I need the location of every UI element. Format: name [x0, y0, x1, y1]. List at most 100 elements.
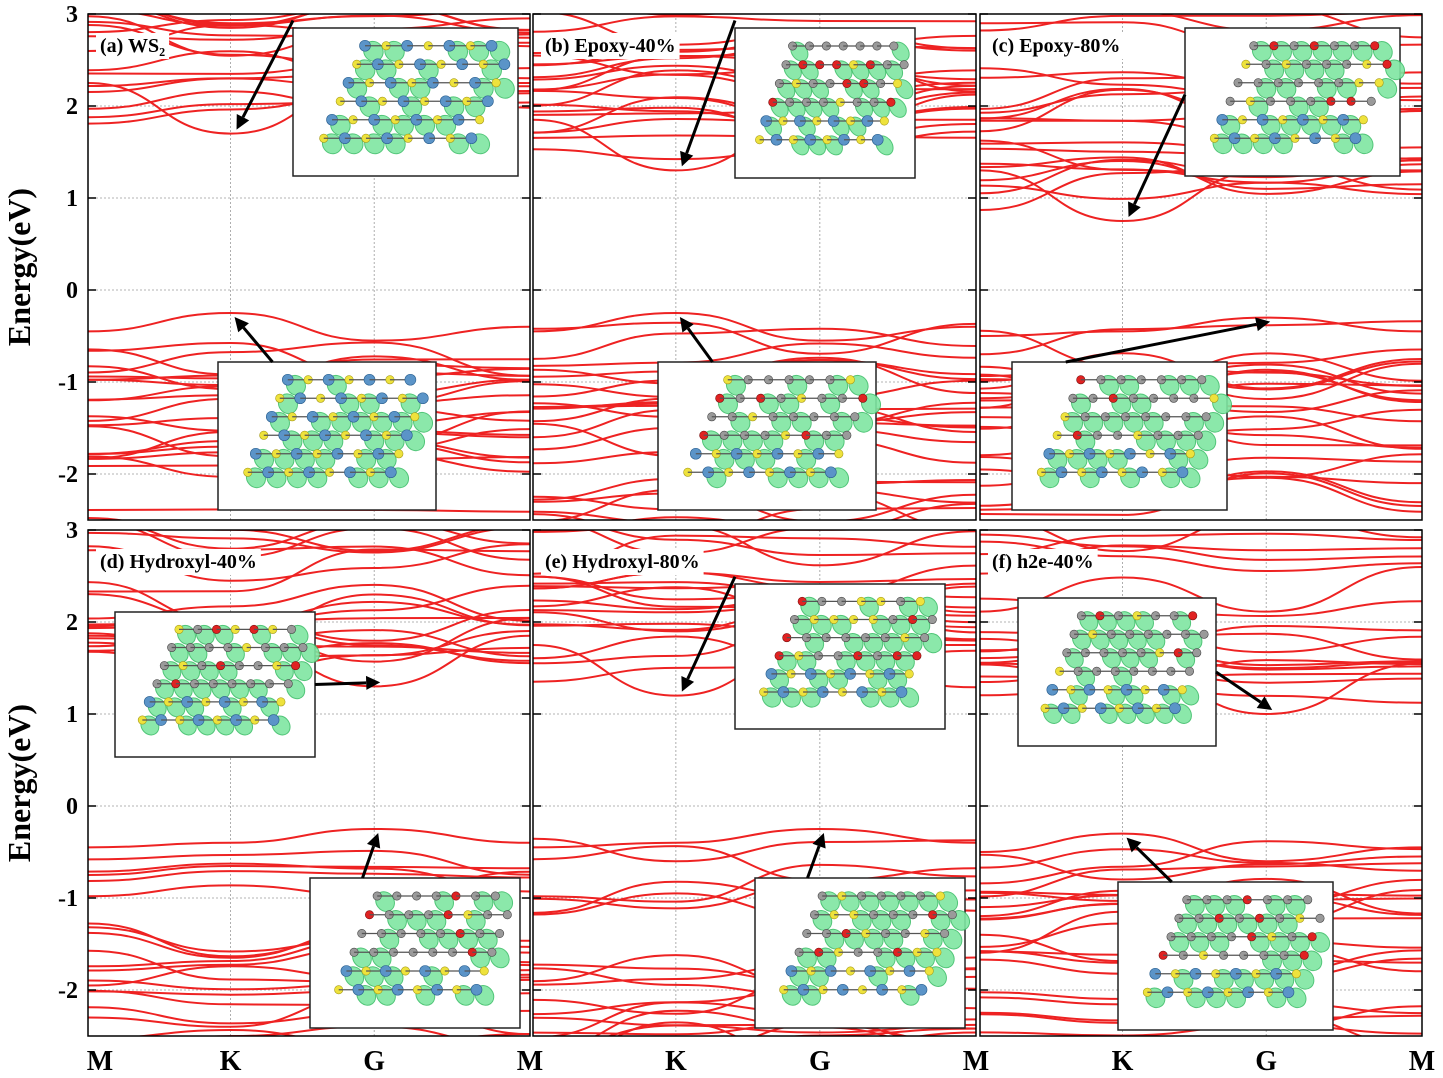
y-tick-label: 2	[66, 94, 78, 120]
atom-c	[927, 615, 937, 625]
band-line	[980, 320, 1422, 356]
atom-s	[879, 116, 889, 126]
band-line	[533, 863, 976, 903]
inset-cbm	[292, 27, 519, 177]
y-tick-label: 0	[66, 278, 78, 304]
band-line	[88, 14, 530, 34]
atom-o	[1299, 950, 1309, 960]
band-line	[980, 0, 1422, 9]
panel-label: (e) Hydroxyl-80%	[541, 549, 704, 575]
band-line	[533, 1021, 901, 1036]
y-tick-label: -2	[58, 978, 78, 1004]
arrow-shaft	[686, 327, 714, 363]
atom-s	[410, 412, 420, 422]
atom-s	[1177, 685, 1187, 695]
arrow-vbm	[806, 833, 826, 879]
band-line	[980, 540, 1422, 573]
band-line	[980, 832, 1422, 863]
band-line	[533, 1016, 909, 1036]
atom-o	[1382, 59, 1392, 69]
arrow-shaft	[241, 19, 295, 118]
x-tick-label: K	[665, 1046, 687, 1077]
band-line	[88, 0, 530, 6]
band-line	[533, 15, 976, 33]
atom-w	[404, 373, 417, 386]
band-line	[606, 530, 976, 557]
panel-label-bg	[96, 549, 261, 575]
panel-label-bg	[988, 33, 1125, 59]
atom-c	[283, 679, 293, 689]
atom-s	[915, 596, 925, 606]
atom-c	[286, 624, 296, 634]
atom-c	[920, 633, 930, 643]
atom-c	[1201, 412, 1211, 422]
x-tick-label: M	[517, 1046, 543, 1077]
atom-c	[490, 891, 500, 901]
band-line	[88, 548, 530, 593]
panel-f: (f) h2e-40%	[979, 529, 1423, 1078]
atom-w	[915, 983, 928, 996]
panel-label-text: (a) WS₂	[100, 35, 165, 57]
atom-o	[1307, 932, 1317, 942]
panel-label: (a) WS₂	[96, 33, 170, 59]
atom-w	[417, 392, 429, 405]
atom-s	[932, 947, 942, 957]
atom-o	[1188, 611, 1198, 621]
y-tick-label: -1	[58, 886, 78, 912]
atom-w	[267, 714, 280, 726]
arrow-shaft	[361, 845, 376, 879]
panel-label-bg	[541, 33, 680, 59]
atom-c	[1185, 666, 1195, 676]
atom-s	[1291, 969, 1301, 979]
arrow-shaft	[1215, 670, 1262, 704]
arrow-vbm	[1126, 837, 1173, 884]
band-line	[629, 502, 976, 520]
panel-d: (d) Hydroxyl-40%	[87, 529, 531, 1078]
atom-c	[1192, 648, 1202, 658]
atom-w	[871, 133, 884, 146]
band-line	[980, 848, 1422, 872]
arrow-vbm	[1065, 317, 1271, 364]
atom-c	[899, 60, 909, 70]
band-line	[980, 1069, 1422, 1078]
band-line	[533, 321, 976, 355]
band-line	[134, 530, 530, 561]
y-tick-label: 0	[66, 794, 78, 820]
panel-label-bg	[96, 33, 170, 59]
band-line	[1041, 530, 1422, 553]
band-line	[533, 1061, 976, 1078]
atom-s	[924, 966, 934, 976]
x-tick-label: M	[87, 1046, 113, 1077]
atom-s	[276, 697, 286, 707]
band-line	[980, 862, 1422, 898]
inset-vbm	[1117, 881, 1334, 1031]
band-line	[88, 864, 530, 876]
atom-w	[482, 95, 494, 108]
atom-o	[912, 651, 922, 661]
band-line	[88, 870, 530, 882]
atom-c	[502, 910, 512, 920]
band-line	[144, 530, 530, 550]
panels: (a) WS₂ (b) Epoxy-40% (c) Epoxy-80% (d) Hyd…	[87, 0, 1423, 1078]
panel-frame	[532, 529, 977, 1037]
atom-o	[291, 661, 301, 671]
atom-c	[940, 928, 950, 938]
atom-c	[1315, 913, 1325, 923]
atom-c	[1366, 96, 1376, 106]
band-line	[88, 1052, 530, 1068]
atom-w	[895, 686, 908, 698]
atom-w	[1176, 466, 1189, 479]
atom-s	[893, 79, 903, 89]
band-line	[593, 1009, 890, 1036]
band-line	[88, 1061, 530, 1078]
band-line	[980, 1068, 1422, 1078]
band-line	[980, 533, 1422, 561]
atom-o	[886, 97, 896, 107]
atom-s	[475, 115, 485, 125]
atom-w	[1349, 132, 1362, 145]
atom-w	[485, 39, 498, 52]
y-tick-label: -2	[58, 462, 78, 488]
x-tick-label: M	[1409, 1046, 1435, 1077]
arrow-cbm	[1215, 670, 1273, 710]
inset-vbm	[657, 361, 882, 511]
